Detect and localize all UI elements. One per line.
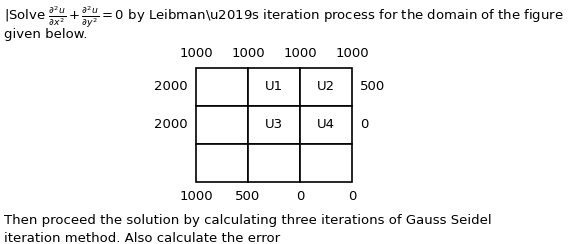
Text: 2000: 2000 (154, 81, 188, 93)
Text: 0: 0 (360, 119, 368, 132)
Bar (300, 68, 352, 106)
Text: 500: 500 (360, 81, 386, 93)
Text: U2: U2 (317, 81, 335, 93)
Text: |Solve $\frac{\partial^2 u}{\partial x^2} + \frac{\partial^2 u}{\partial y^2} = : |Solve $\frac{\partial^2 u}{\partial x^2… (4, 4, 564, 30)
Text: U3: U3 (265, 119, 283, 132)
Text: 2000: 2000 (154, 119, 188, 132)
Text: 1000: 1000 (179, 47, 213, 60)
Bar (300, 106, 352, 144)
Bar (248, 68, 300, 106)
Text: iteration method. Also calculate the error: iteration method. Also calculate the err… (4, 232, 280, 244)
Text: 0: 0 (296, 190, 304, 203)
Text: Then proceed the solution by calculating three iterations of Gauss Seidel: Then proceed the solution by calculating… (4, 214, 492, 227)
Text: 1000: 1000 (231, 47, 265, 60)
Text: U4: U4 (317, 119, 335, 132)
Bar (196, 68, 248, 106)
Bar (196, 106, 248, 144)
Bar (248, 144, 300, 182)
Text: given below.: given below. (4, 28, 87, 41)
Bar (300, 144, 352, 182)
Text: 500: 500 (235, 190, 261, 203)
Bar (196, 144, 248, 182)
Text: U1: U1 (265, 81, 283, 93)
Text: 1000: 1000 (179, 190, 213, 203)
Text: 1000: 1000 (335, 47, 369, 60)
Text: 1000: 1000 (283, 47, 317, 60)
Bar (248, 106, 300, 144)
Text: 0: 0 (348, 190, 356, 203)
